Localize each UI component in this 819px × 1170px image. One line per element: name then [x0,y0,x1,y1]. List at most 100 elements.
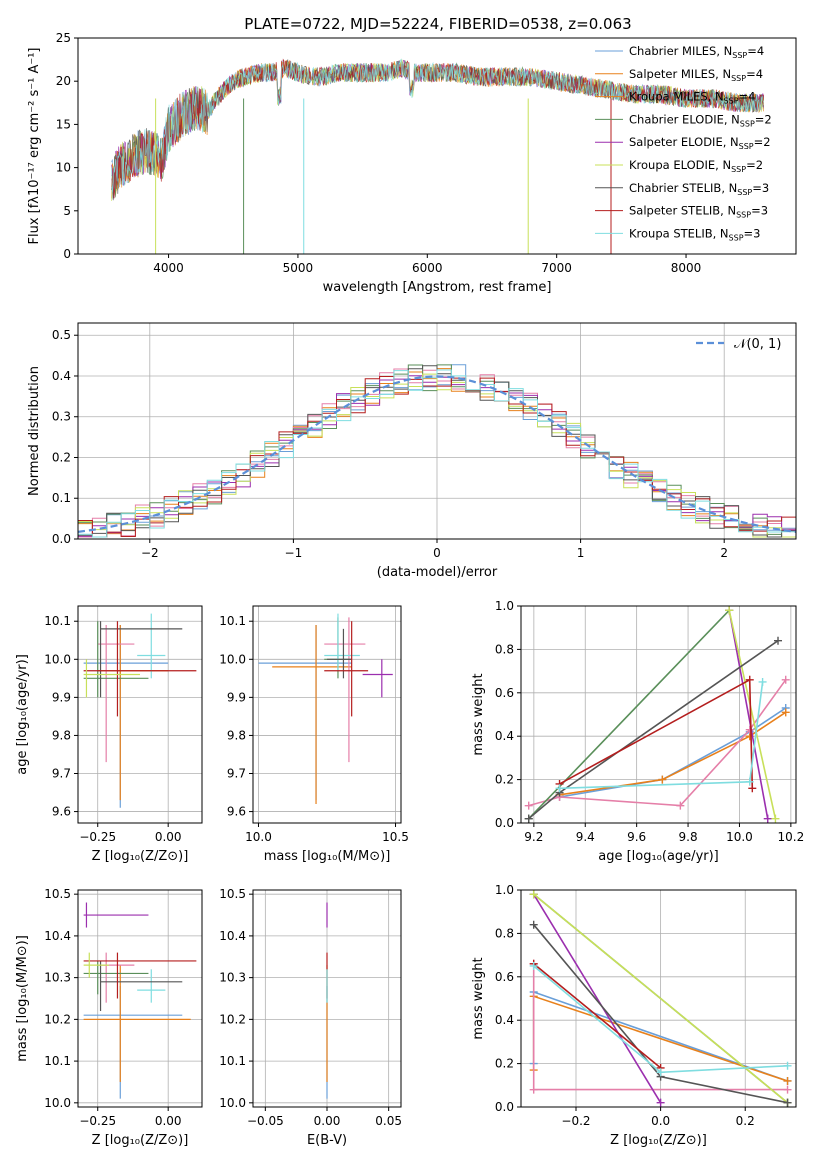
x-tick-label: 2 [720,546,728,560]
x-axis-label: Z [log₁₀(Z/Z⊙)] [92,849,189,864]
x-axis-label: age [log₁₀(age/yr)] [598,849,719,864]
x-tick-label: 0.0 [651,1114,670,1128]
series-marker [529,1085,538,1094]
error-bar-point [99,621,183,698]
y-tick-label: 0.0 [495,1100,514,1114]
y-tick-label: 9.9 [227,690,246,704]
y-tick-label: 10.2 [219,1012,246,1026]
x-tick-label: −0.2 [561,1114,590,1128]
series-line [528,609,730,820]
series-marker [745,777,754,786]
series-marker [783,1085,792,1094]
x-axis-label: (data-model)/error [377,565,498,580]
legend-suffix: =3 [744,226,761,240]
series-line [728,610,777,819]
x-tick-label: 0.00 [314,1114,341,1128]
x-tick-label: 10.5 [382,830,409,844]
series-line [533,963,662,1069]
error-bar-point [83,621,149,698]
legend-suffix: =2 [746,158,763,172]
legend-text: Salpeter ELODIE, N [629,135,739,149]
panel-spectrum: 4000 5000 6000 7000 8000 0 5 10 15 20 25 wavelength… [27,31,797,295]
y-tick-label: 10.0 [44,1096,71,1110]
y-tick-label: 0.2 [52,450,71,464]
panel-age_vs_mass: 10.0 10.5 9.6 9.7 9.8 9.9 10.0 10.1 mass [log₁₀(… [219,605,409,864]
y-tick-label: 0 [63,247,71,261]
legend-subscript: SSP [736,211,751,220]
x-tick-label: −0.25 [79,1114,116,1128]
axes-frame [77,889,203,1108]
x-tick-label: 0 [433,546,441,560]
error-bar-point [83,965,191,1082]
legend-label: Kroupa ELODIE, NSSP=2 [629,158,763,174]
plot-area [529,890,792,1107]
legend-label: Salpeter MILES, NSSP=4 [629,67,763,83]
legend-label: Chabrier ELODIE, NSSP=2 [629,112,772,128]
x-tick-label: −0.25 [79,830,116,844]
y-tick-label: 9.8 [227,728,246,742]
legend-subscript: SSP [737,188,752,197]
plot-area [83,613,197,808]
legend-label: Salpeter STELIB, NSSP=3 [629,204,768,220]
error-bar-point [137,969,166,1003]
y-tick-label: 9.8 [52,728,71,742]
y-tick-label: 20 [56,74,71,88]
y-tick-label: 25 [56,31,71,45]
x-tick-label: 5000 [283,261,314,275]
series-marker [529,961,538,970]
figure-title: PLATE=0722, MJD=52224, FIBERID=0538, z=0… [244,15,631,33]
y-tick-label: 0.0 [52,532,71,546]
error-bar-point [99,960,183,1012]
x-axis-label: mass [log₁₀(M/M⊙)] [264,849,391,864]
series-marker [656,1098,665,1107]
legend-suffix: =3 [752,181,769,195]
y-tick-label: 9.6 [52,805,71,819]
y-tick-label: 0.4 [495,729,514,743]
y-axis-label: mass weight [471,957,486,1039]
axes-frame [520,889,797,1108]
y-tick-label: 10 [56,161,71,175]
x-tick-label: 9.8 [679,830,698,844]
legend-label: Kroupa MILES, NSSP=4 [629,90,755,106]
error-bar-point [83,621,197,717]
plot-area [78,364,796,538]
y-tick-label: 10.3 [44,971,71,985]
error-bar-point [324,613,360,671]
error-bar-point [83,952,109,978]
x-tick-label: −2 [141,546,159,560]
y-tick-label: 10.4 [44,929,71,943]
y-axis-label: Flux [fλ10⁻¹⁷ erg cm⁻² s⁻¹ A⁻¹] [27,48,42,245]
series-marker [658,775,667,784]
error-bar-point [83,659,140,698]
legend-suffix: =2 [754,135,771,149]
legend-text: Chabrier STELIB, N [629,181,737,195]
series-marker [783,1098,792,1107]
y-tick-label: 0.8 [495,926,514,940]
x-tick-label: 9.4 [576,830,595,844]
y-tick-label: 0.0 [495,816,514,830]
series-line [528,640,779,820]
x-tick-label: 6000 [412,261,443,275]
series-marker [745,725,754,734]
x-tick-label: 0.05 [375,1114,402,1128]
y-tick-label: 10.1 [44,1054,71,1068]
y-tick-label: 9.7 [227,767,246,781]
x-tick-label: 1 [577,546,585,560]
x-axis-label: wavelength [Angstrom, rest frame] [323,280,552,295]
legend-suffix: =4 [739,90,756,104]
legend-subscript: SSP [731,74,746,83]
y-tick-label: 9.9 [52,690,71,704]
x-tick-label: 0.00 [155,1114,182,1128]
y-tick-label: 0.4 [495,1013,514,1027]
legend-suffix: =3 [751,204,768,218]
y-tick-label: 10.4 [219,929,246,943]
histogram-step [78,369,796,538]
legend-subscript: SSP [740,119,755,128]
panel-weight_vs_Z: −0.2 0.0 0.2 0.0 0.2 0.4 0.6 0.8 1.0 Z [log₁₀(Z/Z… [471,883,797,1148]
legend-subscript: SSP [724,97,739,106]
y-tick-label: 5 [63,204,71,218]
panel-mass_vs_Z: −0.25 0.00 10.0 10.1 10.2 10.3 10.4 10.5 Z [log₁… [15,887,203,1148]
axes-frame [77,37,797,255]
legend-label: 𝒩(0, 1) [734,337,781,352]
